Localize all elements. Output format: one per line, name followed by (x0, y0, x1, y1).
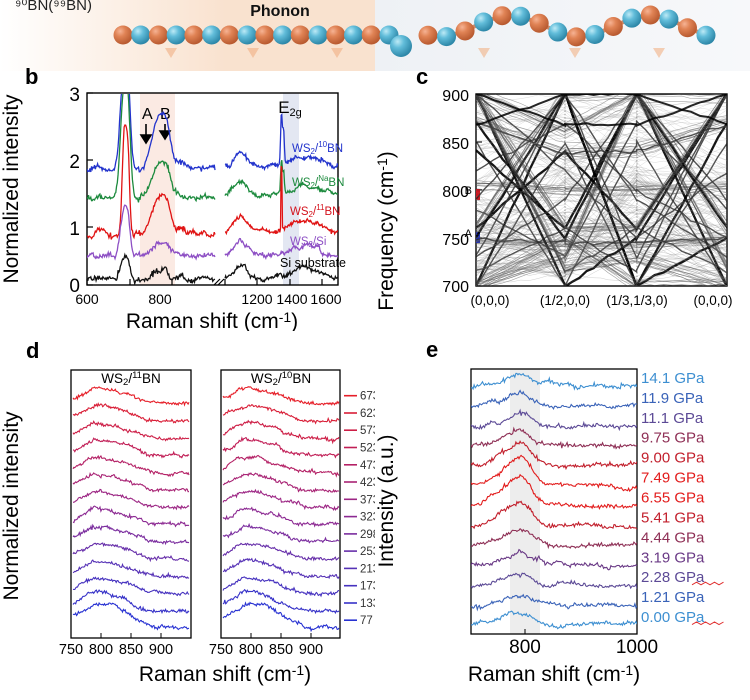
svg-text:623 K: 623 K (360, 408, 375, 420)
svg-text:1.21 GPa: 1.21 GPa (641, 589, 705, 606)
svg-text:850: 850 (119, 642, 143, 658)
svg-text:2: 2 (69, 152, 80, 173)
svg-text:900: 900 (299, 642, 323, 658)
svg-text:700: 700 (442, 279, 469, 296)
svg-text:750: 750 (59, 642, 83, 658)
svg-text:2.28 GPa: 2.28 GPa (641, 569, 705, 586)
svg-text:Intensity (a.u.): Intensity (a.u.) (375, 434, 398, 567)
svg-text:0.00 GPa: 0.00 GPa (641, 609, 705, 626)
svg-text:WS2/10BN: WS2/10BN (251, 370, 311, 388)
svg-text:750: 750 (209, 642, 233, 658)
svg-text:3: 3 (69, 85, 80, 106)
svg-text:4.44 GPa: 4.44 GPa (641, 529, 705, 546)
svg-text:Phonon: Phonon (250, 3, 310, 20)
svg-text:Normalized intensity: Normalized intensity (0, 411, 23, 601)
svg-text:3.19 GPa: 3.19 GPa (641, 549, 705, 566)
svg-text:5.41 GPa: 5.41 GPa (641, 509, 705, 526)
svg-text:Raman shift (cm-1): Raman shift (cm-1) (139, 662, 311, 686)
svg-text:(0,0,0): (0,0,0) (470, 293, 509, 308)
svg-text:173 K: 173 K (360, 581, 375, 593)
svg-text:800: 800 (148, 291, 172, 307)
svg-text:1600: 1600 (310, 291, 341, 307)
svg-text:900: 900 (149, 642, 173, 658)
svg-text:Frequency (cm-1): Frequency (cm-1) (375, 151, 398, 311)
svg-text:800: 800 (89, 642, 113, 658)
svg-text:523 K: 523 K (360, 443, 375, 455)
svg-text:WS2/11BN: WS2/11BN (101, 370, 160, 388)
svg-text:1: 1 (69, 219, 80, 240)
svg-text:(0,0,0): (0,0,0) (693, 293, 732, 308)
svg-text:14.1 GPa: 14.1 GPa (641, 370, 705, 387)
svg-text:133 K: 133 K (360, 598, 375, 610)
svg-text:253 K: 253 K (360, 546, 375, 558)
svg-text:800: 800 (239, 642, 263, 658)
svg-text:573 K: 573 K (360, 425, 375, 437)
svg-text:850: 850 (269, 642, 293, 658)
svg-text:323 K: 323 K (360, 512, 375, 524)
svg-text:1400: 1400 (276, 291, 307, 307)
svg-text:6.55 GPa: 6.55 GPa (641, 490, 705, 507)
svg-text:WS2/11BN: WS2/11BN (290, 203, 340, 219)
svg-text:(1/2,0,0): (1/2,0,0) (540, 293, 590, 308)
svg-text:A: A (465, 228, 473, 240)
svg-text:298 K: 298 K (360, 529, 375, 541)
svg-text:800: 800 (509, 637, 541, 658)
svg-text:Raman shift (cm-1): Raman shift (cm-1) (468, 662, 640, 686)
svg-text:WS2/10BN: WS2/10BN (292, 140, 343, 156)
svg-text:673 K: 673 K (360, 391, 375, 403)
svg-text:B: B (465, 185, 472, 197)
svg-text:11.9 GPa: 11.9 GPa (641, 390, 704, 407)
svg-text:850: 850 (442, 136, 469, 153)
svg-text:1000: 1000 (616, 637, 658, 658)
svg-text:⁹⁰BN(⁹⁹BN): ⁹⁰BN(⁹⁹BN) (15, 0, 92, 14)
svg-text:7.49 GPa: 7.49 GPa (641, 470, 705, 487)
svg-text:(1/3,1/3,0): (1/3,1/3,0) (606, 293, 668, 308)
svg-text:1200: 1200 (241, 291, 272, 307)
svg-text:423 K: 423 K (360, 477, 375, 489)
svg-text:600: 600 (75, 291, 99, 307)
svg-text:213 K: 213 K (360, 563, 375, 575)
svg-text:473 K: 473 K (360, 460, 375, 472)
svg-text:Raman shift (cm-1): Raman shift (cm-1) (126, 309, 298, 331)
svg-text:9.00 GPa: 9.00 GPa (641, 450, 705, 467)
svg-text:9.75 GPa: 9.75 GPa (641, 430, 705, 447)
svg-text:373 K: 373 K (360, 494, 375, 506)
svg-text:Si substrate: Si substrate (280, 256, 346, 270)
svg-text:11.1 GPa: 11.1 GPa (641, 410, 704, 427)
svg-text:900: 900 (442, 88, 469, 105)
svg-text:Normalized intensity: Normalized intensity (0, 94, 23, 284)
svg-text:A: A (142, 106, 153, 123)
svg-text:77 K: 77 K (360, 615, 375, 627)
